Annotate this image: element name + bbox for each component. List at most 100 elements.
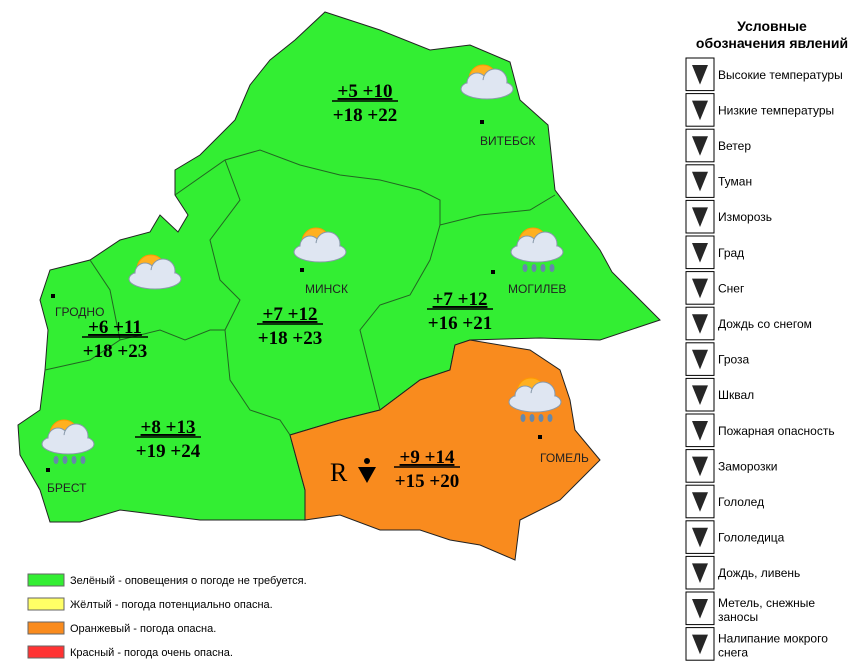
night-temp: +6 +11: [88, 317, 142, 338]
phenomenon-label: Метель, снежные заносы: [718, 596, 815, 624]
city-label: ГОМЕЛЬ: [540, 451, 589, 465]
phenomenon-symbol: R: [330, 458, 348, 487]
panel-title: Условные: [737, 18, 807, 34]
label-line: снега: [718, 645, 748, 659]
cloud: [130, 270, 180, 288]
phenomenon-label: Гроза: [718, 353, 750, 367]
phenomenon-icon: [692, 171, 708, 192]
phenomenon-icon: [692, 527, 708, 548]
icon-frame: [685, 199, 715, 234]
phenomenon-icon: [692, 492, 708, 512]
night-temp: +7 +12: [263, 304, 318, 325]
green-area: [17, 11, 661, 523]
city-label: МОГИЛЕВ: [508, 282, 566, 296]
phenomenon-label: Дождь, ливень: [718, 566, 800, 580]
rain-drop: [80, 456, 86, 464]
rain-drop: [531, 264, 537, 272]
label-line: Налипание мокрого: [718, 631, 828, 645]
night-temp: +5 +10: [338, 81, 393, 102]
weather-icon: [508, 377, 562, 422]
legend-label: Оранжевый - погода опасна.: [70, 623, 216, 635]
rain-drop: [522, 264, 528, 272]
phenomenon-icon: [692, 314, 708, 334]
legend-swatch: [27, 573, 65, 587]
cloud: [295, 243, 345, 261]
phenomenon-icon: [692, 100, 708, 121]
rain-drop: [549, 264, 555, 272]
phenomenon-icon: [692, 278, 708, 299]
legend-swatch: [27, 597, 65, 611]
day-temp: +15 +20: [395, 471, 459, 492]
rain-drop: [53, 456, 59, 464]
city-label: ВИТЕБСК: [480, 134, 535, 148]
night-temp: +7 +12: [433, 289, 488, 310]
day-temp: +18 +22: [333, 105, 397, 126]
phenomenon-icon: [692, 599, 708, 619]
phenomenon-label: Снег: [718, 281, 745, 295]
rain-drop: [529, 414, 535, 422]
panel-title: обозначения явлений: [696, 35, 848, 51]
weather-icon: [293, 227, 347, 263]
day-temp: +18 +23: [83, 341, 147, 362]
phenomenon-label: Туман: [718, 175, 752, 189]
weather-icon: [510, 227, 564, 272]
phenomenon-label: Дождь со снегом: [718, 317, 812, 331]
phenomenon-icon: [692, 243, 708, 263]
rain-drop: [540, 264, 546, 272]
phenomenon-label: Гололед: [718, 495, 764, 509]
rain-drop: [547, 414, 553, 422]
phenomenon-label: Заморозки: [718, 459, 778, 473]
phenomenon-icon: [692, 349, 708, 370]
phenomenon-label: Град: [718, 246, 744, 260]
day-temp: +18 +23: [258, 328, 322, 349]
cloud: [43, 435, 93, 453]
phenomenon-label: Пожарная опасность: [718, 424, 835, 438]
legend-swatch: [27, 621, 65, 635]
legend-label: Зелёный - оповещения о погоде не требует…: [70, 575, 307, 587]
phenomenon-label: Высокие температуры: [718, 68, 843, 82]
hail-icon: [364, 458, 370, 464]
phenomenon-label: Низкие температуры: [718, 103, 834, 117]
phenomenon-icon: [692, 385, 708, 405]
city-dot: [300, 268, 304, 272]
city-dot: [46, 468, 50, 472]
day-temp: +16 +21: [428, 313, 492, 334]
legend-label: Красный - погода очень опасна.: [70, 647, 233, 659]
cloud: [512, 243, 562, 261]
hail-icon: [358, 467, 376, 483]
weather-icon: [41, 419, 95, 464]
cloud: [510, 393, 560, 411]
phenomenon-label: Шквал: [718, 388, 754, 402]
phenomenon-icon: [692, 456, 708, 477]
night-temp: +8 +13: [141, 417, 196, 438]
label-line: заносы: [718, 610, 758, 624]
rain-drop: [520, 414, 526, 422]
legend-label: Жёлтый - погода потенциально опасна.: [70, 599, 273, 611]
rain-drop: [62, 456, 68, 464]
city-label: МИНСК: [305, 282, 348, 296]
city-dot: [51, 294, 55, 298]
label-line: Метель, снежные: [718, 596, 815, 610]
city-label: БРЕСТ: [47, 481, 87, 495]
city-dot: [538, 435, 542, 439]
phenomenon-icon: [692, 136, 708, 156]
rain-drop: [538, 414, 544, 422]
phenomenon-label: Изморозь: [718, 210, 772, 224]
phenomenon-label: Налипание мокрого снега: [718, 631, 828, 659]
phenomenon-icon: [692, 65, 708, 85]
phenomenon-label: Ветер: [718, 139, 751, 153]
weather-icon: [128, 254, 182, 290]
day-temp: +19 +24: [136, 441, 201, 462]
night-temp: +9 +14: [400, 447, 455, 468]
phenomenon-icon: [692, 421, 708, 441]
city-dot: [491, 270, 495, 274]
cloud: [462, 80, 512, 98]
weather-icon: [460, 64, 514, 100]
phenomenon-icon: [692, 634, 708, 655]
region-borders: [44, 149, 556, 436]
city-dot: [480, 120, 484, 124]
phenomenon-icon: [692, 563, 708, 583]
icon-frame: [685, 413, 715, 448]
phenomenon-icon: [692, 207, 708, 227]
